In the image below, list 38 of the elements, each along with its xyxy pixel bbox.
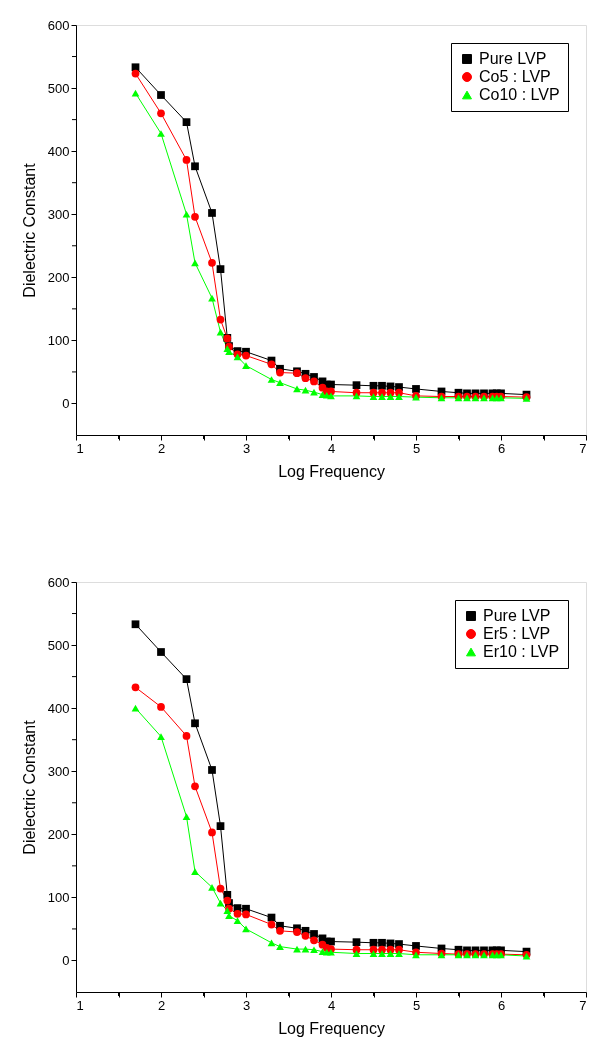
y-tick-label: 600	[47, 17, 70, 33]
legend-label: Er10 : LVP	[483, 643, 560, 660]
x-axis-title: Log Frequency	[278, 462, 385, 480]
y-tick-label: 400	[47, 143, 70, 159]
x-tick-label: 6	[497, 440, 506, 456]
legend-label: Er5 : LVP	[483, 625, 551, 642]
x-tick-label: 7	[579, 997, 587, 1013]
x-tick-label: 4	[327, 997, 336, 1013]
y-tick-label: 300	[47, 763, 70, 779]
y-tick-label: 0	[62, 395, 70, 411]
y-tick-label: 400	[47, 700, 70, 716]
x-tick-label: 1	[76, 440, 84, 456]
x-tick-label: 3	[242, 440, 251, 456]
x-tick-label: 3	[242, 997, 251, 1013]
y-tick-label: 200	[47, 826, 70, 842]
x-tick-label: 1	[76, 997, 84, 1013]
x-tick-label: 6	[497, 997, 506, 1013]
x-tick-label: 5	[412, 997, 421, 1013]
y-tick-label: 600	[47, 574, 70, 590]
legend-label: Co10 : LVP	[479, 86, 560, 103]
x-tick-label: 2	[157, 997, 166, 1013]
legend-label: Pure LVP	[483, 607, 551, 624]
y-tick-label: 100	[47, 332, 70, 348]
legend-label: Pure LVP	[479, 50, 547, 67]
x-tick-label: 7	[579, 440, 587, 456]
y-tick-label: 100	[47, 889, 70, 905]
x-tick-label: 2	[157, 440, 166, 456]
y-tick-label: 0	[62, 952, 70, 968]
y-tick-label: 300	[47, 206, 70, 222]
y-tick-label: 500	[47, 637, 70, 653]
legend-label: Co5 : LVP	[479, 68, 551, 85]
y-tick-label: 500	[47, 80, 70, 96]
y-axis-title: Dielectric Constant	[20, 719, 38, 855]
y-axis-title: Dielectric Constant	[20, 162, 38, 298]
x-axis-title: Log Frequency	[278, 1019, 385, 1037]
x-tick-label: 4	[327, 440, 336, 456]
y-tick-label: 200	[47, 269, 70, 285]
x-tick-label: 5	[412, 440, 421, 456]
